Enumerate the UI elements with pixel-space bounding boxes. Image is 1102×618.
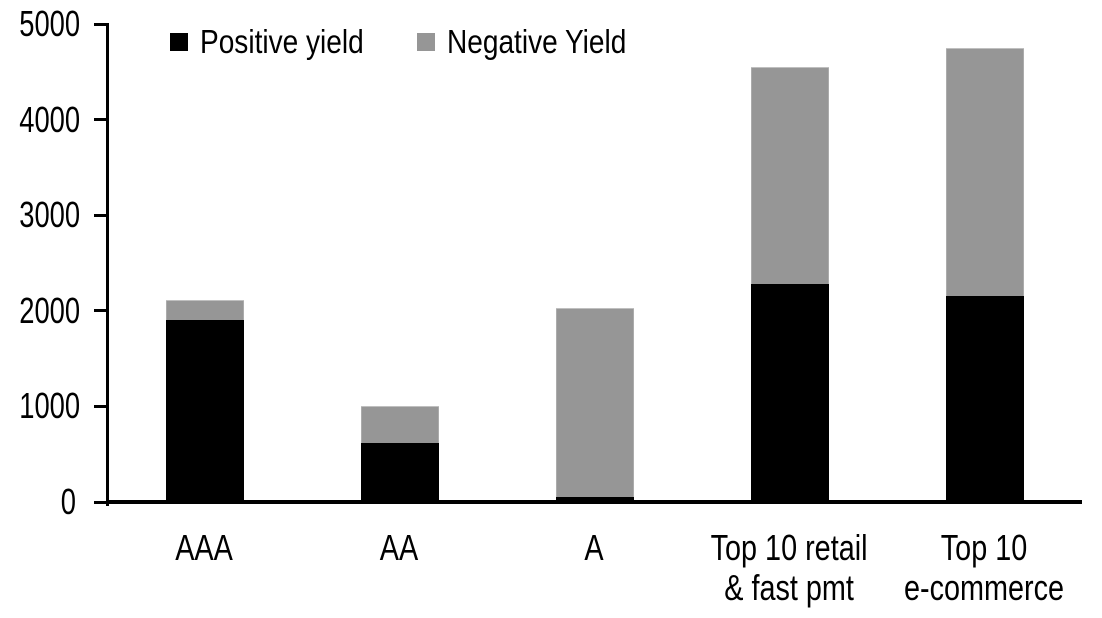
legend-label: Positive yield xyxy=(200,23,364,60)
y-axis-tick xyxy=(94,404,106,408)
y-axis-tick xyxy=(94,213,106,217)
y-axis-tick xyxy=(94,309,106,313)
bar-segment-a-positive-yield xyxy=(555,497,634,502)
legend-swatch-icon xyxy=(416,33,435,51)
legend-label: Negative Yield xyxy=(446,23,626,60)
y-tick-label: 1000 xyxy=(19,385,81,427)
x-axis-line xyxy=(106,500,1082,504)
y-tick-label: 4000 xyxy=(19,98,81,140)
y-axis-tick xyxy=(94,118,106,122)
y-axis-tick xyxy=(94,22,106,26)
x-category-label-aa: AA xyxy=(380,527,419,568)
bar-segment-top-10-retail-fast-pmt-positive-yield xyxy=(750,284,829,502)
bar-segment-a-negative-yield xyxy=(555,307,634,498)
y-tick-label: 5000 xyxy=(19,3,81,44)
x-category-label-a: A xyxy=(584,527,605,568)
bar-segment-aa-negative-yield xyxy=(360,406,439,443)
y-tick-label: 0 xyxy=(60,481,76,522)
bar-segment-top-10-retail-fast-pmt-negative-yield xyxy=(750,67,829,285)
legend-item-negative-yield: Negative Yield xyxy=(416,22,658,62)
bar-segment-top-10-e-commerce-positive-yield xyxy=(945,296,1024,502)
x-category-label-aaa: AAA xyxy=(175,527,234,568)
bar-segment-aa-positive-yield xyxy=(360,442,439,502)
legend-item-positive-yield: Positive yield xyxy=(170,22,393,62)
bar-segment-aaa-positive-yield xyxy=(165,320,244,502)
x-category-label-top-10-retail-fast-pmt: Top 10 retail & fast pmt xyxy=(711,527,868,608)
y-axis-line xyxy=(106,23,109,506)
bar-segment-top-10-e-commerce-negative-yield xyxy=(945,47,1024,297)
y-tick-label: 3000 xyxy=(19,194,81,236)
bar-segment-aaa-negative-yield xyxy=(165,300,244,321)
y-tick-label: 2000 xyxy=(19,289,81,331)
x-category-label-top-10-e-commerce: Top 10 e-commerce xyxy=(904,527,1065,608)
y-axis-tick xyxy=(94,500,106,504)
legend-swatch-icon xyxy=(170,33,188,51)
chart-legend: Positive yield Negative Yield xyxy=(170,22,658,62)
